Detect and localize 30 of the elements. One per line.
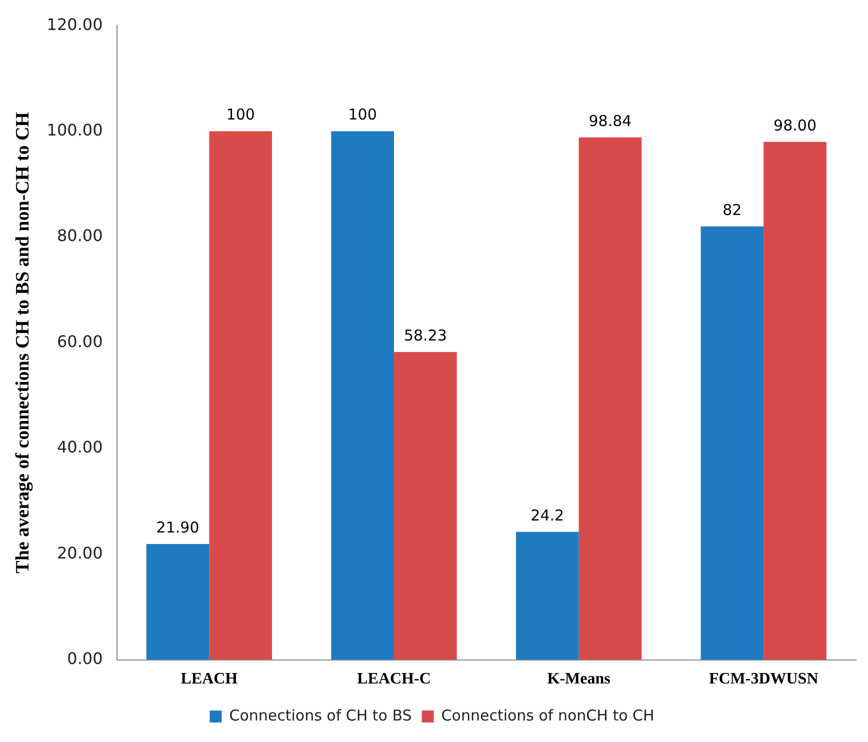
- data-label: 24.2: [530, 506, 564, 524]
- bar: [700, 226, 764, 660]
- data-label: 100: [348, 106, 377, 124]
- bar: [578, 137, 642, 660]
- y-axis-title: The average of connections CH to BS and non-CH to CH: [12, 112, 34, 574]
- legend-label: Connections of nonCH to CH: [441, 706, 654, 724]
- x-tick-label: LEACH-C: [357, 670, 431, 688]
- bar: [209, 131, 272, 660]
- y-tick-label: 80.00: [56, 226, 103, 246]
- data-label: 58.23: [404, 326, 447, 344]
- data-label: 100: [226, 106, 255, 124]
- bar: [516, 532, 579, 660]
- y-tick-label: 120.00: [46, 14, 103, 34]
- bar: [146, 544, 210, 660]
- data-label: 98.00: [774, 116, 816, 134]
- data-label: 98.84: [588, 112, 632, 130]
- y-tick-label: 60.00: [56, 332, 103, 351]
- data-label: 82: [722, 200, 742, 219]
- bar: [331, 131, 394, 660]
- y-tick-label: 40.00: [56, 438, 103, 457]
- x-tick-label: K-Means: [547, 670, 610, 688]
- legend-label: Connections of CH to BS: [229, 706, 412, 724]
- data-label: 21.90: [156, 518, 200, 536]
- bar: [764, 142, 826, 660]
- bar: [394, 352, 457, 660]
- y-tick-label: 0.00: [67, 648, 103, 668]
- y-tick-label: 100.00: [46, 120, 103, 140]
- x-tick-label: LEACH: [180, 670, 238, 688]
- y-tick-label: 20.00: [56, 543, 103, 562]
- x-tick-label: FCM-3DWUSN: [708, 670, 819, 688]
